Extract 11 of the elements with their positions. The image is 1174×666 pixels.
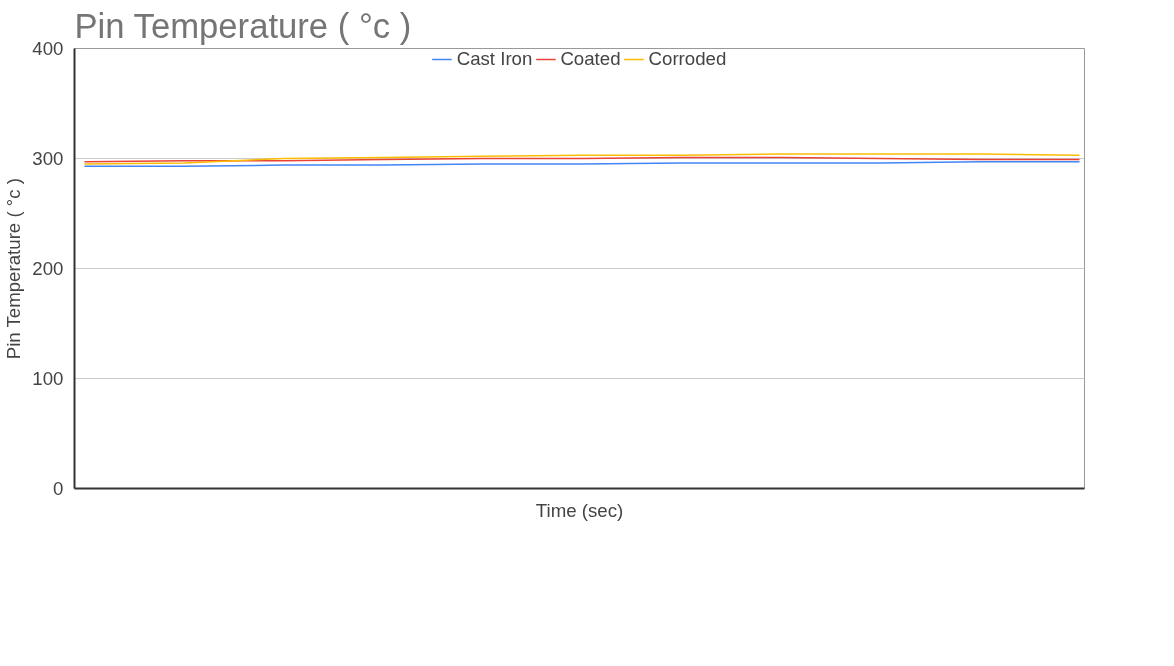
- y-tick-label: 100: [32, 368, 64, 389]
- x-axis-title: Time (sec): [535, 499, 624, 521]
- y-axis-title: Pin Temperature ( °c ): [3, 178, 25, 360]
- y-tick-label: 0: [53, 478, 64, 499]
- chart-title: Pin Temperature ( °c ): [74, 6, 412, 45]
- y-tick-label: 400: [32, 38, 64, 59]
- y-tick-label: 300: [32, 148, 64, 169]
- legend-label: Cast Iron: [456, 48, 533, 70]
- y-tick-label: 200: [32, 258, 64, 279]
- legend-label: Coated: [560, 48, 621, 70]
- legend-label: Corroded: [648, 48, 727, 70]
